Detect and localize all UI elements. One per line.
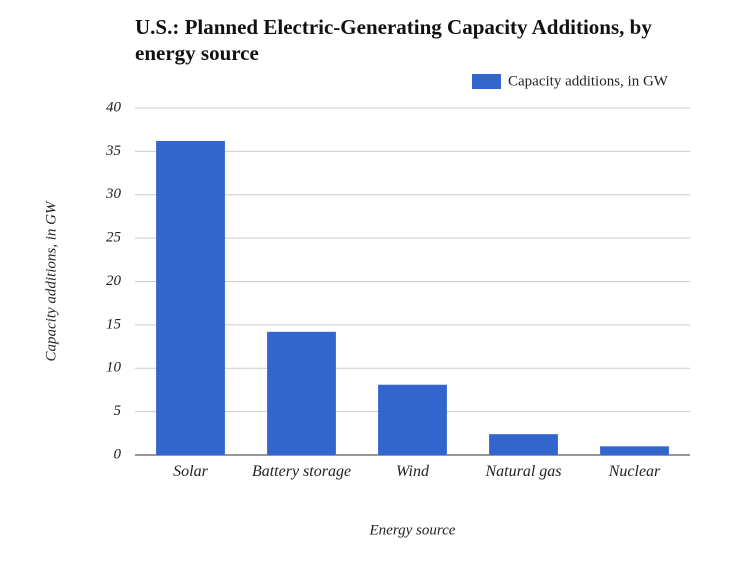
y-tick-label: 5	[114, 403, 122, 419]
y-tick-label: 25	[106, 230, 122, 246]
x-tick-label: Wind	[396, 463, 429, 480]
y-axis-label: Capacity additions, in GW	[43, 200, 59, 361]
bar	[489, 434, 558, 455]
y-tick-label: 10	[106, 360, 122, 376]
bar	[378, 384, 447, 455]
x-tick-label: Solar	[173, 463, 208, 480]
x-tick-label: Nuclear	[608, 463, 661, 480]
x-axis-label: Energy source	[369, 522, 456, 538]
y-tick-label: 40	[106, 99, 122, 115]
legend-swatch	[472, 74, 501, 89]
y-tick-label: 20	[106, 273, 122, 289]
y-tick-label: 15	[106, 316, 122, 332]
y-tick-label: 35	[105, 143, 122, 159]
chart-title: U.S.: Planned Electric-Generating Capaci…	[135, 15, 652, 65]
y-tick-label: 30	[105, 186, 122, 202]
x-tick-label: Natural gas	[485, 463, 562, 480]
bar	[267, 331, 336, 455]
bar	[600, 446, 669, 455]
x-tick-label: Battery storage	[251, 463, 352, 480]
legend-label: Capacity additions, in GW	[508, 73, 669, 89]
y-tick-label: 0	[114, 446, 122, 462]
bar	[156, 140, 225, 455]
